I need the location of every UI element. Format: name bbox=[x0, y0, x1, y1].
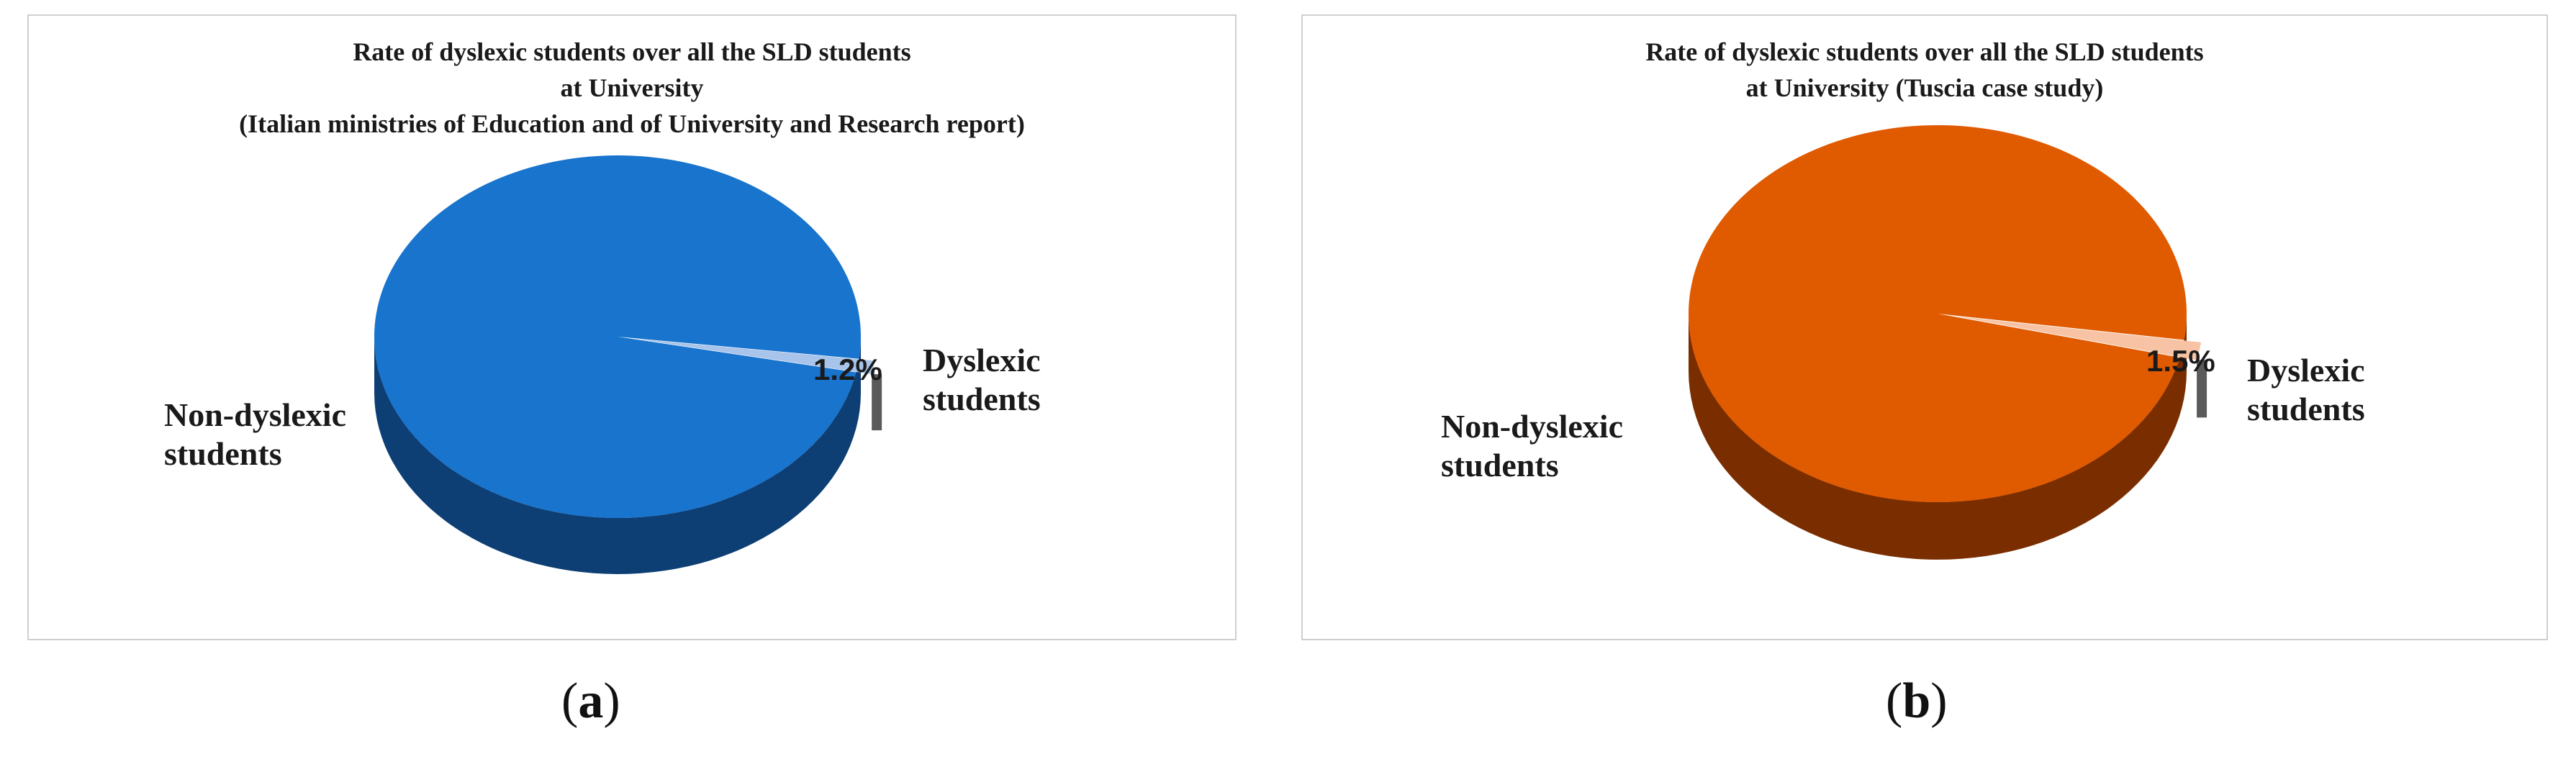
data-label-dyslexic: 1.5% bbox=[2146, 344, 2215, 378]
pie-chart-a: Rate of dyslexic students over all the S… bbox=[164, 37, 1049, 574]
pie-slices bbox=[374, 155, 882, 574]
slice-dyslexic bbox=[633, 338, 875, 375]
category-label-non-dyslexic-text: Non-dyslexic bbox=[164, 396, 346, 433]
category-label-dyslexic: Dyslexic students bbox=[923, 342, 1049, 417]
category-label-line-2: students bbox=[164, 435, 282, 472]
data-label-non-dyslexic: 97.5% bbox=[1497, 327, 1583, 360]
data-label-dyslexic: 1.2% bbox=[813, 353, 882, 386]
pie-slices bbox=[1689, 124, 2207, 560]
data-label-non-dyslexic: 98.8% bbox=[222, 305, 307, 339]
pie-chart-b: Rate of dyslexic students over all the S… bbox=[1441, 37, 2373, 560]
category-label-dyslexic: Dyslexic students bbox=[2247, 352, 2373, 427]
chart-panel-a: Rate of dyslexic students over all the S… bbox=[27, 14, 1237, 640]
category-label-dyslexic-text: Dyslexic bbox=[2247, 352, 2365, 388]
chart-title-line-2: at University (Tuscia case study) bbox=[1746, 73, 2104, 102]
slice-non-dyslexic bbox=[374, 155, 861, 518]
category-label-non-dyslexic-text: Non-dyslexic bbox=[1441, 408, 1623, 445]
chart-title-line-3: (Italian ministries of Education and of … bbox=[239, 109, 1025, 138]
category-label-non-dyslexic: Non-dyslexic students bbox=[1441, 408, 1632, 483]
chart-title-line-2: at University bbox=[561, 73, 704, 102]
category-label-non-dyslexic: Non-dyslexic students bbox=[164, 396, 355, 472]
caption-a: (a) bbox=[561, 673, 620, 729]
caption-letter: a bbox=[578, 673, 604, 729]
slice-non-dyslexic bbox=[1689, 124, 2187, 502]
slice-side-dyslexic bbox=[2197, 360, 2207, 418]
slice-dyslexic bbox=[1954, 316, 2202, 360]
category-label-line-2: students bbox=[923, 381, 1041, 417]
caption-letter: b bbox=[1902, 673, 1931, 729]
slice-side-dyslexic bbox=[872, 374, 882, 431]
chart-title-line-1: Rate of dyslexic students over all the S… bbox=[353, 37, 910, 66]
category-label-dyslexic-text: Dyslexic bbox=[923, 342, 1041, 378]
pie-side-wall bbox=[374, 337, 861, 574]
chart-title-line-1: Rate of dyslexic students over all the S… bbox=[1645, 37, 2203, 66]
category-label-line-2: students bbox=[2247, 391, 2365, 427]
caption-b: (b) bbox=[1886, 673, 1948, 729]
pie-side-wall bbox=[1689, 314, 2187, 560]
chart-panel-b: Rate of dyslexic students over all the S… bbox=[1301, 14, 2548, 640]
category-label-line-2: students bbox=[1441, 447, 1559, 483]
